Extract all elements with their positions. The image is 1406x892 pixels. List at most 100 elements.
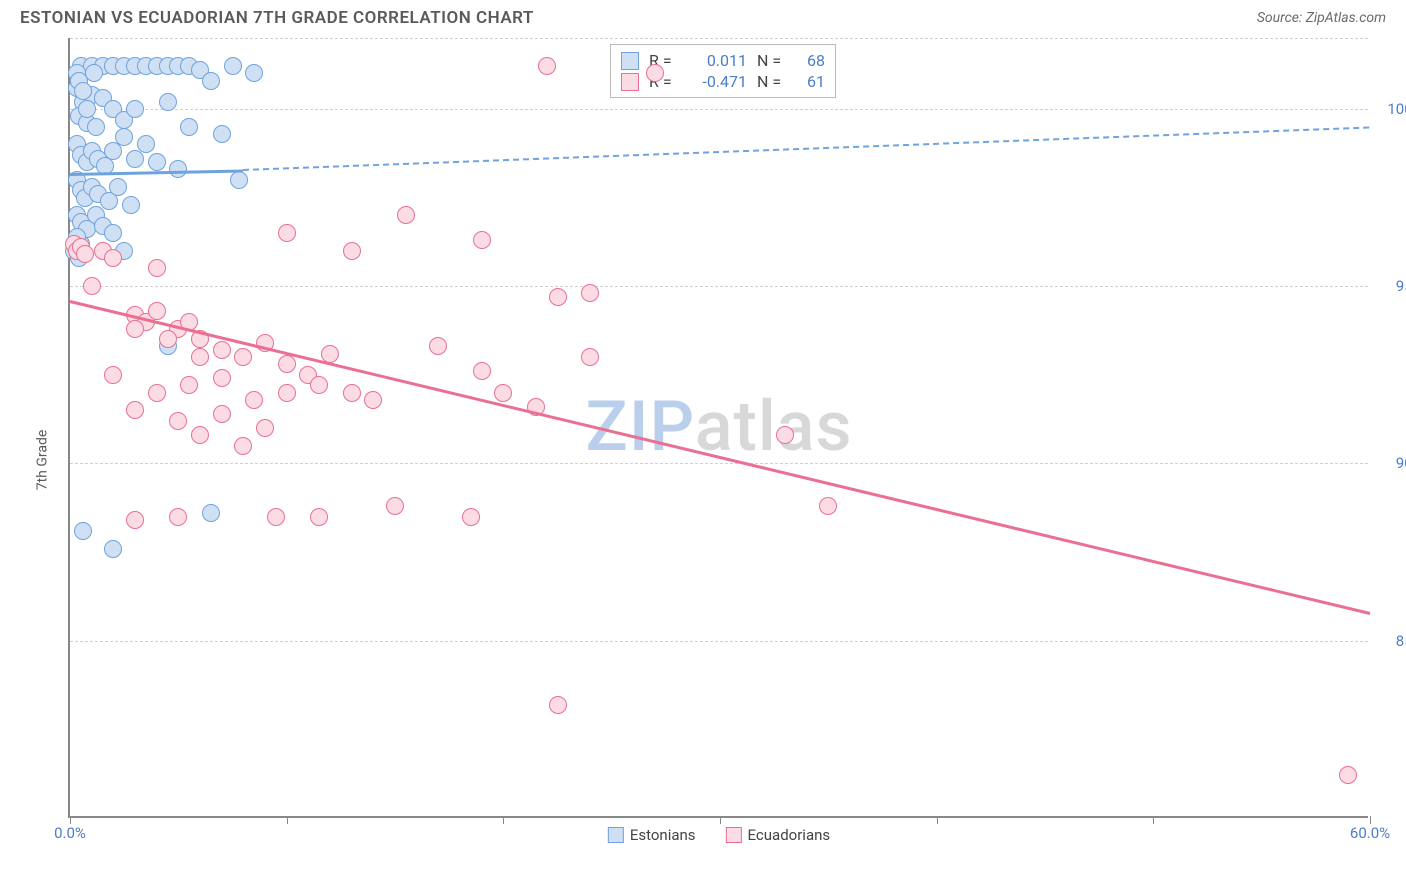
n-label: N = [757, 51, 785, 70]
data-point [109, 178, 127, 196]
data-point [310, 376, 328, 394]
data-point [213, 369, 231, 387]
gridline [70, 463, 1368, 464]
data-point [819, 497, 837, 515]
data-point [234, 437, 252, 455]
data-point [429, 337, 447, 355]
data-point [180, 376, 198, 394]
data-point [74, 82, 92, 100]
data-point [126, 401, 144, 419]
data-point [148, 259, 166, 277]
n-value: 61 [795, 72, 825, 91]
x-tick [503, 816, 504, 824]
data-point [191, 426, 209, 444]
data-point [126, 100, 144, 118]
x-tick [70, 816, 71, 824]
r-value: -0.471 [687, 72, 747, 91]
legend-swatch [726, 827, 742, 843]
data-point [267, 508, 285, 526]
data-point [148, 302, 166, 320]
series-name: Estonians [630, 826, 696, 844]
legend-series: Estonians Ecuadorians [608, 826, 830, 844]
y-tick-label: 100.0% [1376, 100, 1406, 118]
data-point [169, 160, 187, 178]
data-point [310, 508, 328, 526]
data-point [180, 118, 198, 136]
data-point [234, 348, 252, 366]
data-point [473, 231, 491, 249]
data-point [343, 384, 361, 402]
data-point [159, 93, 177, 111]
legend-swatch [621, 52, 639, 70]
chart-title: ESTONIAN VS ECUADORIAN 7TH GRADE CORRELA… [20, 8, 534, 28]
data-point [126, 320, 144, 338]
data-point [549, 288, 567, 306]
data-point [148, 153, 166, 171]
data-point [213, 125, 231, 143]
y-tick-label: 85.0% [1376, 632, 1406, 650]
data-point [213, 405, 231, 423]
data-point [245, 391, 263, 409]
x-tick [1370, 816, 1371, 824]
data-point [148, 384, 166, 402]
series-name: Ecuadorians [748, 826, 831, 844]
data-point [256, 419, 274, 437]
source-label: Source: ZipAtlas.com [1257, 10, 1386, 26]
data-point [581, 284, 599, 302]
data-point [278, 384, 296, 402]
data-point [278, 224, 296, 242]
data-point [169, 508, 187, 526]
data-point [74, 522, 92, 540]
n-value: 68 [795, 51, 825, 70]
data-point [78, 100, 96, 118]
data-point [230, 171, 248, 189]
legend-series-item: Estonians [608, 826, 696, 844]
x-tick-label: 0.0% [54, 824, 86, 842]
data-point [169, 412, 187, 430]
data-point [115, 128, 133, 146]
r-value: 0.011 [687, 51, 747, 70]
data-point [343, 242, 361, 260]
legend-stats-box: R =0.011N =68R =-0.471N =61 [610, 44, 836, 98]
data-point [494, 384, 512, 402]
data-point [213, 341, 231, 359]
x-tick [937, 816, 938, 824]
regression-line [70, 300, 1371, 615]
y-axis-label: 7th Grade [34, 430, 50, 491]
legend-swatch [621, 73, 639, 91]
data-point [104, 540, 122, 558]
data-point [776, 426, 794, 444]
data-point [85, 64, 103, 82]
gridline [70, 38, 1368, 39]
x-tick [287, 816, 288, 824]
data-point [137, 135, 155, 153]
data-point [245, 64, 263, 82]
data-point [386, 497, 404, 515]
data-point [549, 696, 567, 714]
gridline [70, 286, 1368, 287]
data-point [159, 330, 177, 348]
data-point [278, 355, 296, 373]
data-point [104, 249, 122, 267]
regression-line [243, 127, 1370, 172]
data-point [581, 348, 599, 366]
data-point [202, 72, 220, 90]
data-point [191, 348, 209, 366]
y-tick-label: 90.0% [1376, 454, 1406, 472]
x-tick [720, 816, 721, 824]
legend-series-item: Ecuadorians [726, 826, 831, 844]
chart-container: 7th Grade ZIPatlas R =0.011N =68R =-0.47… [20, 38, 1386, 882]
gridline [70, 641, 1368, 642]
n-label: N = [757, 72, 785, 91]
data-point [397, 206, 415, 224]
y-tick-label: 95.0% [1376, 277, 1406, 295]
data-point [364, 391, 382, 409]
data-point [1339, 766, 1357, 784]
data-point [462, 508, 480, 526]
data-point [202, 504, 220, 522]
data-point [104, 366, 122, 384]
data-point [83, 277, 101, 295]
data-point [538, 57, 556, 75]
x-tick [1153, 816, 1154, 824]
data-point [76, 245, 94, 263]
